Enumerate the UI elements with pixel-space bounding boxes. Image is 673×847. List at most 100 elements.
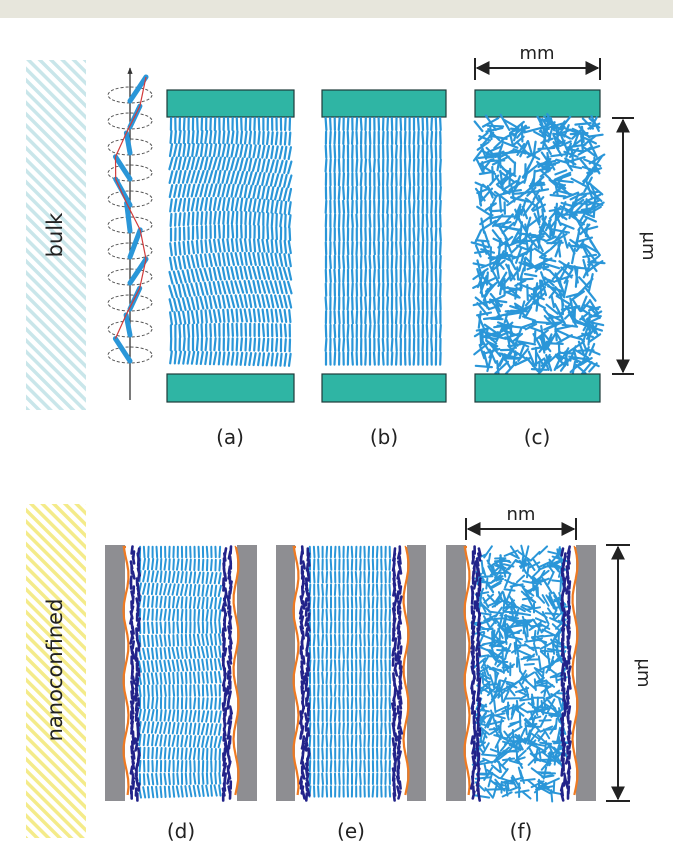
molecule-a — [230, 197, 235, 212]
molecule-c — [549, 270, 562, 283]
molecule-a — [222, 308, 226, 323]
molecule-d — [184, 596, 188, 609]
molecule-e — [359, 709, 362, 722]
molecule-d — [154, 570, 159, 583]
molecule-a — [248, 337, 252, 352]
molecule-a — [226, 322, 230, 337]
molecule-e — [359, 583, 362, 596]
surface-molecule — [131, 760, 136, 770]
molecule-a — [186, 156, 192, 171]
molecule-a — [168, 184, 174, 199]
molecule-e — [321, 621, 324, 634]
surface-molecule — [470, 685, 474, 695]
scale-um-top: μm — [612, 117, 659, 375]
molecule-d — [155, 785, 159, 799]
molecule-e — [371, 684, 375, 697]
molecule-a — [195, 143, 200, 157]
molecule-b — [394, 310, 398, 325]
molecule-a — [195, 282, 200, 297]
molecule-f — [543, 641, 547, 656]
molecule-f — [537, 655, 542, 670]
molecule-e — [350, 634, 354, 647]
molecule-f — [523, 618, 534, 628]
molecule-f — [528, 622, 542, 631]
molecule-e — [329, 558, 333, 571]
molecule-a — [248, 144, 253, 159]
molecule-b — [381, 337, 385, 352]
molecule-a — [274, 308, 279, 323]
molecule-d — [159, 684, 163, 697]
molecule-a — [199, 295, 205, 310]
molecule-c — [550, 233, 568, 245]
molecule-a — [265, 280, 271, 294]
molecule-c — [542, 277, 556, 283]
molecule-c — [560, 201, 576, 208]
surface-molecule — [130, 690, 134, 700]
molecule-f — [546, 647, 563, 653]
molecule-a — [283, 280, 288, 295]
molecule-e — [325, 671, 329, 685]
molecule-c — [516, 266, 520, 281]
panel-a-bottom-plate — [166, 373, 295, 403]
molecule-e — [367, 583, 371, 596]
molecule-a — [287, 187, 293, 202]
molecule-c — [476, 141, 490, 151]
molecule-d — [217, 710, 222, 723]
surface-molecule — [131, 650, 136, 660]
molecule-c — [537, 229, 542, 250]
molecule-b — [333, 130, 337, 145]
molecule-f — [554, 672, 558, 684]
molecule-a — [186, 183, 191, 198]
molecule-a — [230, 280, 235, 295]
molecule-b — [364, 185, 368, 201]
molecule-f — [524, 729, 532, 745]
molecule-a — [243, 197, 248, 212]
molecule-a — [239, 337, 243, 352]
molecule-f — [534, 668, 545, 679]
molecule-c — [550, 294, 556, 309]
molecule-b — [438, 158, 442, 173]
surface-molecule — [476, 552, 482, 562]
molecule-c — [570, 210, 581, 226]
molecule-c — [499, 113, 511, 132]
molecule-c — [582, 146, 597, 157]
molecule-d — [214, 658, 218, 671]
molecule-d — [201, 671, 205, 684]
molecule-c — [565, 142, 573, 158]
molecule-d — [196, 571, 201, 584]
molecule-c — [537, 146, 556, 151]
molecule-e — [384, 734, 387, 748]
molecule-c — [493, 190, 509, 203]
molecule-a — [256, 198, 262, 213]
surface-molecule — [396, 690, 400, 700]
molecule-a — [182, 197, 187, 212]
surface-molecule — [300, 740, 306, 750]
molecule-c — [540, 330, 554, 345]
molecule-a — [216, 156, 222, 171]
molecule-a — [172, 170, 178, 184]
molecule-c — [474, 181, 491, 190]
molecule-f — [481, 732, 487, 744]
molecule-c — [526, 153, 536, 172]
molecule-f — [505, 682, 518, 689]
molecule-d — [146, 660, 151, 673]
molecule-a — [283, 173, 288, 188]
molecule-f — [544, 777, 560, 786]
molecule-b — [368, 254, 372, 270]
molecule-c — [496, 279, 505, 291]
molecule-a — [186, 296, 192, 311]
molecule-b — [434, 310, 438, 325]
molecule-c — [489, 298, 508, 304]
molecule-f — [487, 565, 495, 576]
molecule-d — [138, 660, 142, 673]
molecule-d — [192, 772, 197, 785]
mm-label: mm — [519, 43, 554, 64]
molecule-a — [257, 238, 261, 253]
surface-molecule — [396, 650, 400, 660]
molecule-a — [288, 131, 292, 146]
molecule-d — [180, 747, 184, 760]
molecule-b — [386, 282, 390, 297]
molecule-a — [174, 212, 177, 227]
surface-molecule — [396, 640, 401, 650]
molecule-f — [499, 679, 514, 685]
